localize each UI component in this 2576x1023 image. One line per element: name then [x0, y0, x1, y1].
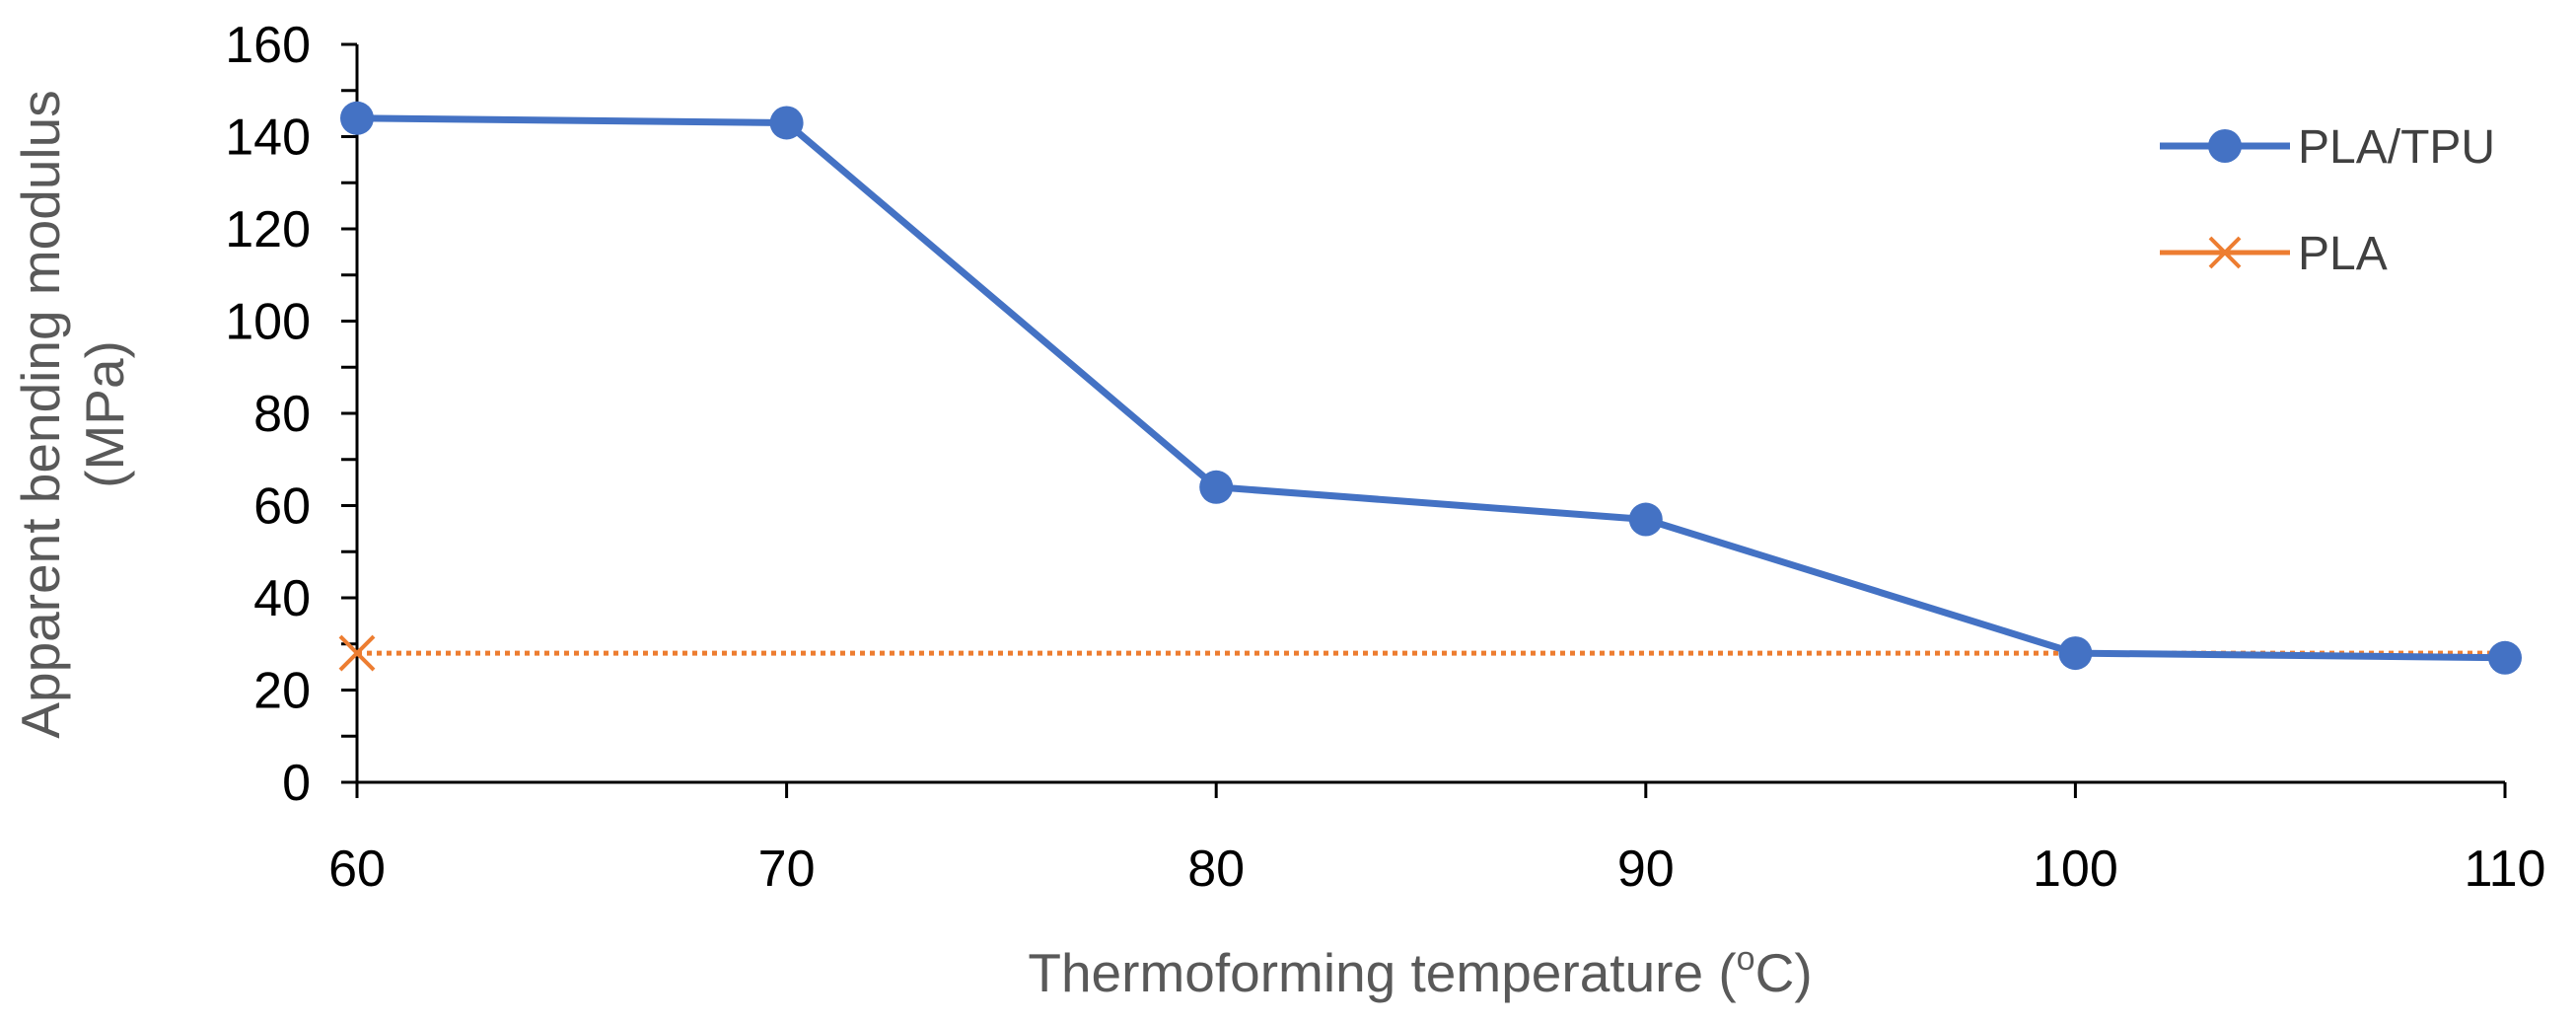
legend-marker — [2208, 236, 2242, 269]
legend-label: PLA/TPU — [2298, 121, 2495, 174]
x-tick-labels: 60 70 80 90 100 110 — [328, 840, 2545, 898]
x-tick-label: 100 — [2033, 840, 2118, 898]
y-tick-label: 100 — [225, 294, 311, 351]
y-axis-title-line2: (MPa) — [74, 340, 135, 488]
axes — [341, 42, 2507, 798]
data-point — [2058, 636, 2093, 671]
marker-stroke — [338, 634, 376, 672]
x-tick-label: 70 — [758, 840, 816, 898]
y-tick-label: 160 — [225, 17, 311, 74]
y-axis-title-line1: Apparent bending modulus — [10, 90, 71, 738]
legend-label: PLA — [2298, 228, 2388, 280]
series-layer — [338, 101, 2522, 675]
data-point — [769, 106, 804, 140]
legend-item: PLA/TPU — [2160, 121, 2495, 174]
data-point — [1199, 470, 1234, 504]
data-point — [340, 101, 374, 135]
x-tick-label: 80 — [1187, 840, 1245, 898]
y-tick-labels: 0 20 40 60 80 100 120 140 160 — [225, 17, 311, 812]
y-tick-label: 40 — [253, 570, 311, 627]
y-tick-label: 120 — [225, 201, 311, 258]
data-point — [338, 634, 376, 672]
y-tick-label: 140 — [225, 110, 311, 167]
legend-marker — [2208, 129, 2242, 163]
y-tick-label: 20 — [253, 663, 311, 720]
x-axis-title: Thermoforming temperature (oC) — [1028, 940, 1812, 1003]
x-tick-label: 110 — [2465, 840, 2546, 898]
series-line-pla-tpu — [356, 114, 2506, 662]
legend: PLA/TPU PLA — [2160, 121, 2495, 280]
data-point — [2488, 640, 2522, 675]
y-tick-label: 0 — [282, 755, 311, 812]
y-tick-label: 60 — [253, 478, 311, 536]
legend-item: PLA — [2160, 228, 2388, 280]
y-tick-label: 80 — [253, 386, 311, 443]
data-point — [1628, 502, 1663, 537]
x-tick-label: 60 — [328, 840, 386, 898]
x-tick-label: 90 — [1617, 840, 1675, 898]
